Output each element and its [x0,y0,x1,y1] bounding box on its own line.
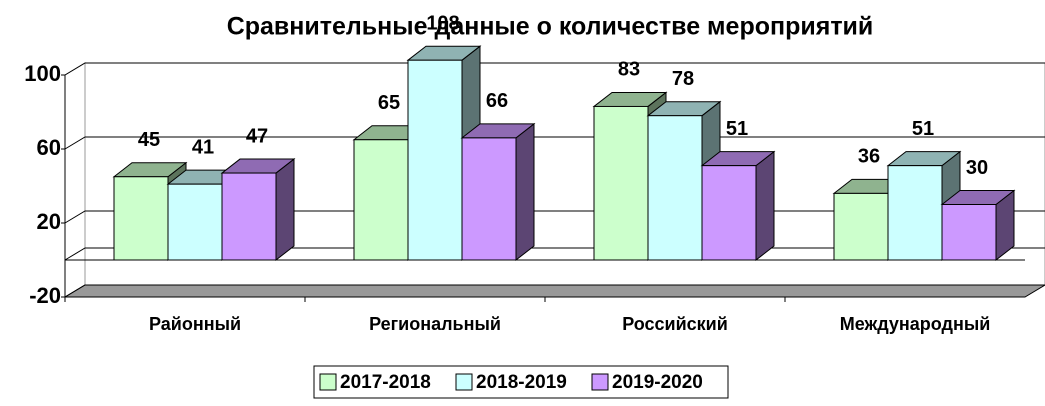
data-label: 36 [858,146,880,168]
legend-label: 2019-2020 [612,372,703,393]
side-wall [64,62,86,298]
data-label: 78 [672,68,694,90]
data-label: 51 [726,118,748,140]
bar-side [275,158,295,262]
legend-box [313,365,729,399]
y-tick-label: 60 [37,135,61,160]
data-label: 30 [966,157,988,179]
x-tick-label: Районный [149,314,241,334]
y-tick-label: 20 [37,209,61,234]
legend-label: 2018-2019 [476,372,567,393]
floor [63,284,1045,298]
bar-front [647,115,703,261]
bar-front [407,59,463,261]
chart-title: Сравнительные данные о количестве меропр… [227,13,874,41]
bar [940,189,1016,262]
bar [700,150,776,262]
data-label: 51 [912,118,934,140]
grid-line [64,284,1045,298]
legend-swatch [455,373,473,391]
grid-line [64,62,1045,76]
data-label: 66 [486,90,508,112]
data-label: 47 [246,125,268,147]
x-tick-label: Международный [840,314,991,334]
legend-swatch [591,373,609,391]
bar-front [353,139,409,261]
legend: 2017-2018 2018-2019 2019-2020 [313,365,729,399]
bar-front [221,172,277,261]
bar-front [887,165,943,261]
bar-side [515,122,535,262]
bar-front [941,204,997,261]
data-label: 83 [618,59,640,81]
bar-front [701,165,757,261]
bar-side [755,150,775,262]
data-label: 41 [192,136,214,158]
bar-front [113,176,169,261]
legend-swatch [319,373,337,391]
bar [220,158,296,262]
bar-front [593,105,649,261]
x-tick-label: Российский [622,314,728,334]
data-label: 108 [426,12,459,34]
bar [460,122,536,262]
bar-front [461,137,517,261]
y-tick-label: -20 [29,283,61,308]
legend-label: 2017-2018 [340,372,431,393]
grid-line [64,136,1045,150]
y-tick-label: 100 [24,61,61,86]
data-label: 65 [378,92,400,114]
bar-front [833,192,889,261]
bar-front [167,183,223,261]
x-tick-label: Региональный [369,314,501,334]
data-label: 45 [138,129,160,151]
